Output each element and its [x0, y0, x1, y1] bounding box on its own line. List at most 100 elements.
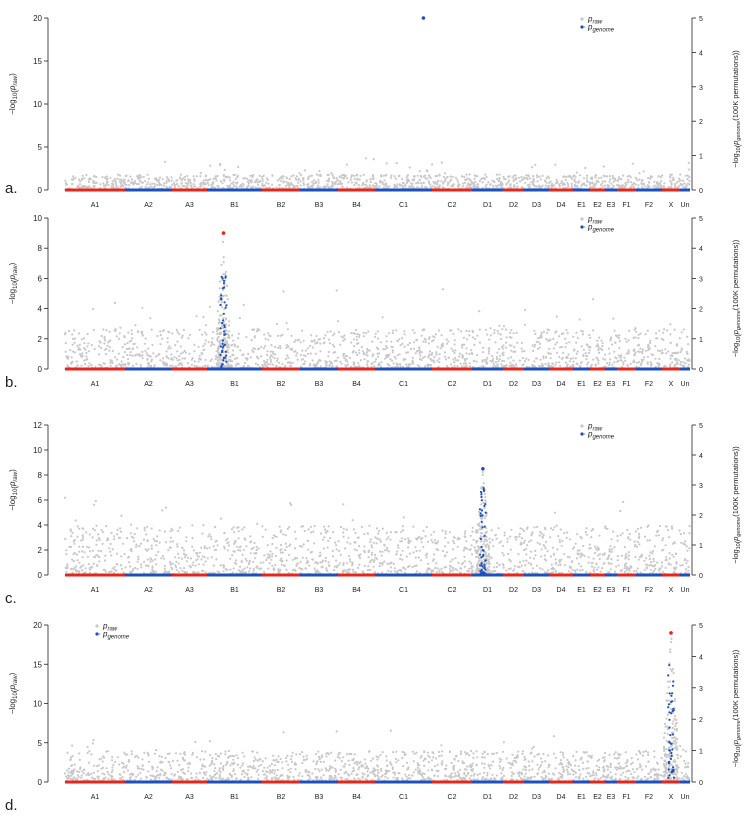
x-tick-label: D1 [483, 202, 492, 209]
raw-point [576, 568, 578, 570]
raw-point [250, 552, 252, 554]
raw-point [72, 344, 74, 346]
raw-point [106, 181, 108, 183]
raw-point [182, 351, 184, 353]
raw-point [204, 365, 206, 367]
raw-point [674, 329, 676, 331]
raw-point [223, 174, 225, 176]
raw-point [339, 344, 341, 346]
raw-point [332, 531, 334, 533]
raw-point [294, 570, 296, 572]
raw-point [444, 351, 446, 353]
raw-point [130, 524, 132, 526]
raw-point [539, 567, 541, 569]
raw-point [461, 365, 463, 367]
raw-point [207, 365, 209, 367]
raw-point [333, 346, 335, 348]
raw-point [173, 356, 175, 358]
raw-point [394, 366, 396, 368]
raw-point [561, 346, 563, 348]
raw-point [80, 539, 82, 541]
raw-point [406, 182, 408, 184]
raw-point [628, 339, 630, 341]
raw-point [342, 570, 344, 572]
x-tick-label: E2 [593, 381, 602, 388]
raw-point [79, 344, 81, 346]
raw-point [399, 365, 401, 367]
raw-point [464, 533, 466, 535]
genome-point [225, 307, 227, 309]
raw-point [108, 184, 110, 186]
raw-point [528, 359, 530, 361]
raw-point [392, 349, 394, 351]
raw-point [76, 554, 78, 556]
raw-point [332, 185, 334, 187]
raw-point [371, 544, 373, 546]
raw-point [667, 350, 669, 352]
raw-point [115, 183, 117, 185]
raw-point [620, 356, 622, 358]
raw-point [432, 541, 434, 543]
chrom-bar-F2 [636, 189, 662, 192]
raw-point [151, 527, 153, 529]
raw-point [167, 337, 169, 339]
raw-point [529, 186, 531, 188]
raw-point [232, 181, 234, 183]
raw-point [81, 550, 83, 552]
raw-point [585, 531, 587, 533]
x-tick-label: E3 [607, 202, 616, 209]
raw-point [177, 331, 179, 333]
raw-point [120, 365, 122, 367]
raw-point [81, 338, 83, 340]
raw-point [574, 184, 576, 186]
chrom-bar-D1 [472, 189, 503, 192]
raw-point [207, 182, 209, 184]
raw-point [218, 571, 220, 573]
raw-point [516, 182, 518, 184]
raw-point [463, 556, 465, 558]
raw-point [540, 365, 542, 367]
raw-point [129, 347, 131, 349]
raw-point [316, 174, 318, 176]
chrom-bar-D2 [503, 368, 524, 371]
raw-point [180, 183, 182, 185]
raw-point [155, 544, 157, 546]
raw-point [289, 365, 291, 367]
raw-point [616, 336, 618, 338]
raw-point [499, 177, 501, 179]
raw-point [83, 177, 85, 179]
raw-point [123, 553, 125, 555]
raw-point [595, 365, 597, 367]
raw-point [122, 543, 124, 545]
raw-point [257, 184, 259, 186]
raw-point [550, 527, 552, 529]
raw-point [404, 346, 406, 348]
raw-point [548, 182, 550, 184]
raw-point [288, 182, 290, 184]
raw-point [545, 185, 547, 187]
chrom-bar-F1 [617, 189, 636, 192]
raw-point [534, 164, 536, 166]
raw-point [401, 559, 403, 561]
raw-point [502, 545, 504, 547]
raw-point [519, 180, 521, 182]
raw-point [365, 181, 367, 183]
raw-point [277, 347, 279, 349]
raw-point [129, 354, 131, 356]
raw-point [328, 351, 330, 353]
raw-point [109, 177, 111, 179]
raw-point [524, 571, 526, 573]
raw-point [394, 567, 396, 569]
raw-point [544, 558, 546, 560]
raw-point [567, 353, 569, 355]
raw-point [309, 345, 311, 347]
raw-point [327, 540, 329, 542]
chrom-bar-A2 [125, 368, 172, 371]
raw-point [269, 356, 271, 358]
raw-point [200, 358, 202, 360]
raw-point [372, 353, 374, 355]
raw-point [156, 184, 158, 186]
raw-point [282, 290, 284, 292]
raw-point [164, 565, 166, 567]
raw-point [237, 337, 239, 339]
